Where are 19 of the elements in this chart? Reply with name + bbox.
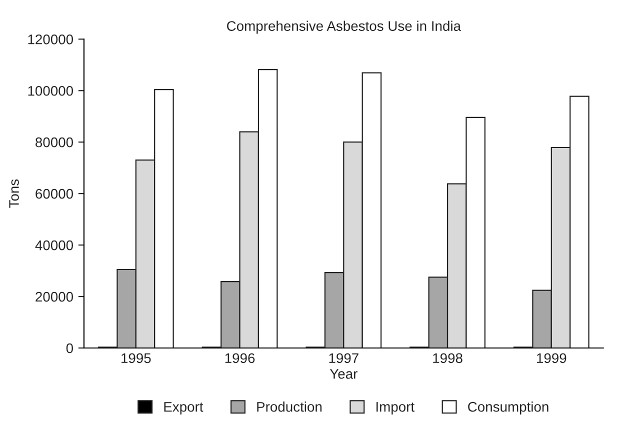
x-tick-label: 1999 bbox=[537, 353, 566, 364]
legend-label: Export bbox=[164, 402, 204, 415]
y-tick-label: 20000 bbox=[36, 292, 74, 302]
y-tick-label: 0 bbox=[66, 343, 74, 354]
x-tick-label: 1997 bbox=[329, 353, 358, 364]
legend-label: Production bbox=[257, 402, 322, 412]
x-axis-title: Year bbox=[330, 369, 358, 379]
x-tick-label: 1995 bbox=[122, 353, 151, 364]
y-tick-label: 80000 bbox=[36, 137, 74, 148]
legend-label: Import bbox=[376, 402, 414, 415]
y-tick-label: 60000 bbox=[36, 188, 74, 199]
y-axis-title: Tons bbox=[9, 179, 19, 208]
chart-title: Comprehensive Asbestos Use in India bbox=[227, 20, 462, 34]
x-tick-label: 1998 bbox=[433, 353, 462, 364]
y-tick-label: 100000 bbox=[28, 86, 74, 96]
y-tick-label: 120000 bbox=[28, 34, 74, 44]
x-tick-label: 1996 bbox=[225, 353, 255, 364]
y-tick-label: 40000 bbox=[35, 240, 74, 250]
legend-label: Consumption bbox=[468, 402, 548, 415]
